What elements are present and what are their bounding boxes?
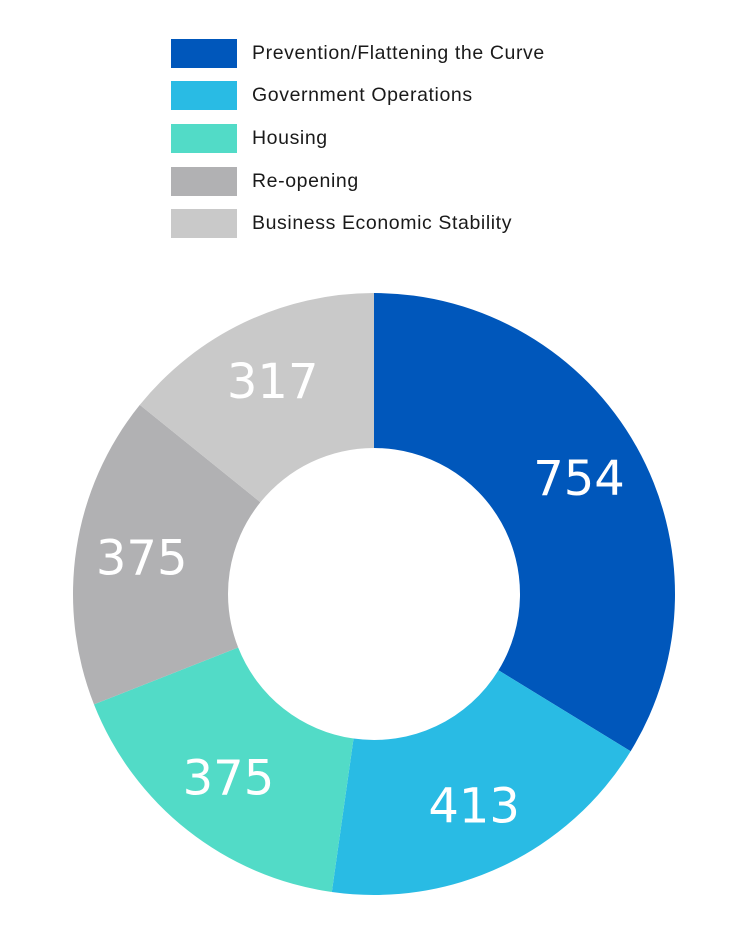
- donut-slice: [374, 293, 675, 752]
- legend-swatch: [171, 166, 237, 196]
- legend-swatch: [171, 38, 237, 68]
- slice-value-label: 375: [96, 530, 188, 586]
- slice-value-label: 317: [227, 354, 319, 410]
- chart-legend: Prevention/Flattening the Curve Governme…: [171, 38, 691, 251]
- legend-item-prevention: Prevention/Flattening the Curve: [171, 38, 691, 68]
- legend-label: Re-opening: [252, 169, 359, 192]
- legend-swatch: [171, 209, 237, 239]
- legend-label: Prevention/Flattening the Curve: [252, 41, 545, 64]
- legend-item-housing: Housing: [171, 123, 691, 153]
- slice-value-label: 413: [428, 779, 520, 835]
- slice-value-label: 375: [183, 750, 275, 806]
- legend-item-re-opening: Re-opening: [171, 166, 691, 196]
- legend-label: Business Economic Stability: [252, 212, 513, 235]
- donut-slice: [139, 293, 374, 503]
- legend-label: Housing: [252, 126, 328, 149]
- legend-swatch: [171, 123, 237, 153]
- donut-slice: [72, 404, 261, 705]
- donut-slice: [93, 647, 354, 893]
- donut-slice: [331, 670, 631, 895]
- legend-item-business-economic-stability: Business Economic Stability: [171, 209, 691, 239]
- legend-swatch: [171, 81, 237, 111]
- legend-item-government-operations: Government Operations: [171, 81, 691, 111]
- legend-label: Government Operations: [252, 84, 473, 107]
- slice-value-label: 754: [533, 451, 625, 507]
